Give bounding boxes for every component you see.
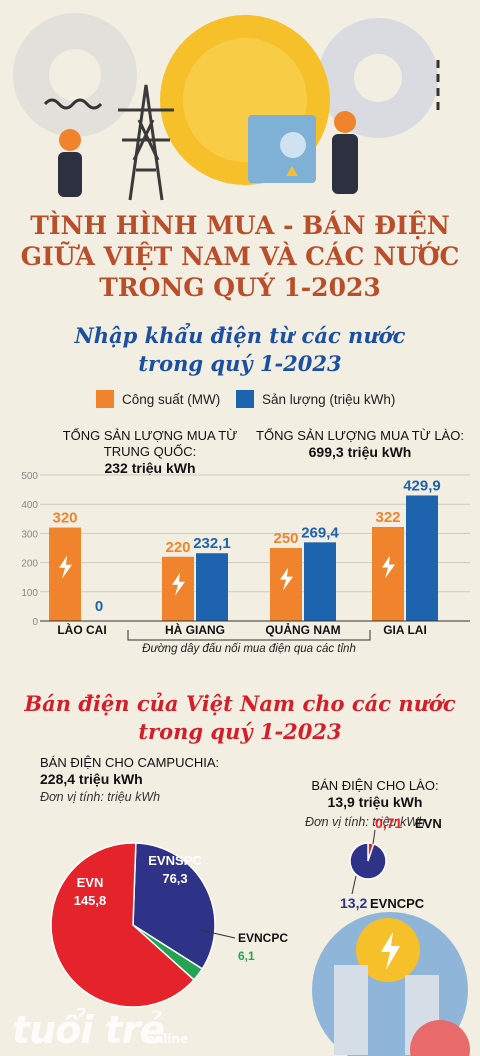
x-category-label: HÀ GIANG [165, 622, 225, 637]
legend-item-capacity: Công suất (MW) [96, 390, 220, 408]
decor-illustration [312, 912, 470, 1056]
bar-label-capacity: 320 [52, 510, 77, 527]
pie-label-value: 6,1 [238, 949, 255, 963]
caption-line: BÁN ĐIỆN CHO LÀO: [311, 778, 439, 793]
pie-leader-line [199, 929, 236, 939]
legend-swatch [236, 390, 254, 408]
cambodia-unit: Đơn vị tính: triệu kWh [40, 790, 161, 804]
pie-label-name: EVN [415, 816, 442, 831]
caption-line: BÁN ĐIỆN CHO CAMPUCHIA: [40, 755, 220, 770]
bar-output [304, 542, 336, 621]
lightning-icon [381, 932, 400, 970]
legend-label: Sản lượng (triệu kWh) [262, 391, 396, 407]
page-title: TÌNH HÌNH MUA - BÁN ĐIỆN GIỮA VIỆT NAM V… [0, 210, 480, 303]
pie-label-value: 145,8 [74, 893, 107, 908]
laos-export-total-value: 13,9 triệu kWh [327, 794, 423, 810]
pie-label-name: EVN [77, 875, 104, 890]
worker-icon [58, 129, 82, 197]
x-category-label: QUẢNG NAM [265, 622, 340, 637]
bar-label-capacity: 250 [273, 530, 298, 547]
gear-icon [13, 13, 137, 137]
import-section-title: Nhập khẩu điện từ các nước trong quý 1-2… [0, 322, 480, 378]
legend-item-output: Sản lượng (triệu kWh) [236, 390, 395, 408]
title-line: trong quý 1-2023 [138, 351, 342, 376]
electric-meter-icon [248, 115, 316, 183]
power-tower-icon [118, 84, 174, 201]
caption-line: TỔNG SẢN LƯỢNG MUA TỪ [62, 428, 238, 443]
legend-label: Công suất (MW) [122, 391, 221, 407]
caption-line: TỔNG SẢN LƯỢNG MUA TỪ LÀO: [256, 428, 464, 443]
laos-export-caption: BÁN ĐIỆN CHO LÀO: 13,9 triệu kWh [295, 778, 455, 810]
bar-label-output: 0 [95, 598, 103, 615]
x-axis: LÀO CAI HÀ GIANG QUẢNG NAM GIA LAI [57, 622, 426, 637]
pie-slice-evn [50, 842, 196, 1008]
title-line: TRONG QUÝ 1-2023 [99, 273, 381, 302]
legend-swatch [96, 390, 114, 408]
y-tick-label: 400 [21, 500, 38, 511]
title-line: GIỮA VIỆT NAM VÀ CÁC NƯỚC [20, 242, 460, 271]
pie-label-name: EVNSPC [148, 853, 202, 868]
y-tick-label: 500 [21, 471, 38, 482]
bar-label-output: 429,9 [403, 477, 441, 494]
laos-total-value: 699,3 triệu kWh [308, 444, 412, 460]
logo-subtext: online [146, 1032, 189, 1046]
bar-label-output: 232,1 [193, 535, 231, 552]
title-line: trong quý 1-2023 [138, 719, 342, 744]
lightning-icon [59, 555, 72, 579]
brand-logo: tuổi trẻ online [12, 1008, 188, 1052]
cambodia-caption: BÁN ĐIỆN CHO CAMPUCHIA: 228,4 triệu kWh [40, 755, 240, 787]
y-tick-label: 0 [32, 617, 38, 628]
x-category-label: GIA LAI [383, 623, 427, 637]
bar-label-capacity: 220 [165, 539, 190, 556]
china-total-value: 232 triệu kWh [104, 460, 196, 476]
y-tick-label: 100 [21, 588, 38, 599]
cambodia-pie [50, 842, 216, 1008]
pie-label-value: 76,3 [162, 871, 187, 886]
pie-label-value: 13,2 [340, 895, 367, 911]
laos-caption: TỔNG SẢN LƯỢNG MUA TỪ LÀO: 699,3 triệu k… [255, 428, 465, 460]
cambodia-total-value: 228,4 triệu kWh [40, 771, 143, 787]
wave-icon [43, 98, 103, 110]
bar-label-capacity: 322 [375, 509, 400, 526]
pie-label-name: EVNCPC [238, 931, 288, 945]
gear-icon [318, 18, 438, 138]
pie-leader-line [372, 829, 376, 845]
logo-text: tuổi trẻ [12, 1008, 165, 1052]
title-line: Bán điện của Việt Nam cho các nước [24, 691, 456, 716]
hero-illustration [13, 13, 440, 201]
title-line: TÌNH HÌNH MUA - BÁN ĐIỆN [30, 211, 450, 240]
lightning-icon [382, 555, 395, 579]
y-tick-label: 300 [21, 529, 38, 540]
x-category-label: LÀO CAI [57, 622, 106, 637]
export-section-title: Bán điện của Việt Nam cho các nước trong… [0, 690, 480, 746]
laos-export-unit: Đơn vị tính: triệu kWh [305, 815, 426, 829]
bars [49, 495, 438, 621]
worker-icon [332, 111, 358, 194]
bar-output [196, 553, 228, 621]
bar-label-output: 269,4 [301, 524, 339, 541]
lightning-icon [280, 567, 293, 591]
bracket [127, 630, 371, 641]
bar-output [406, 495, 438, 621]
laos-pie [349, 842, 387, 880]
y-tick-label: 200 [21, 559, 38, 570]
pie-label-value: 0,71 [375, 815, 402, 831]
caption-line: TRUNG QUỐC: [103, 444, 197, 459]
pie-leader-line [351, 875, 357, 895]
pie-label-name: EVNCPC [370, 896, 425, 911]
y-axis: 0 100 200 300 400 500 [21, 471, 38, 628]
x-axis-label: Đường dây đấu nối mua điện qua các tỉnh [142, 643, 356, 655]
import-bar-chart: 0 100 200 300 400 500 320 0 220 232,1 250 269,4 322… [21, 471, 470, 655]
china-caption: TỔNG SẢN LƯỢNG MUA TỪ TRUNG QUỐC: 232 tr… [50, 428, 250, 476]
lightning-icon [172, 572, 185, 596]
title-line: Nhập khẩu điện từ các nước [74, 323, 406, 348]
pie-slice-evncpc [349, 842, 387, 880]
